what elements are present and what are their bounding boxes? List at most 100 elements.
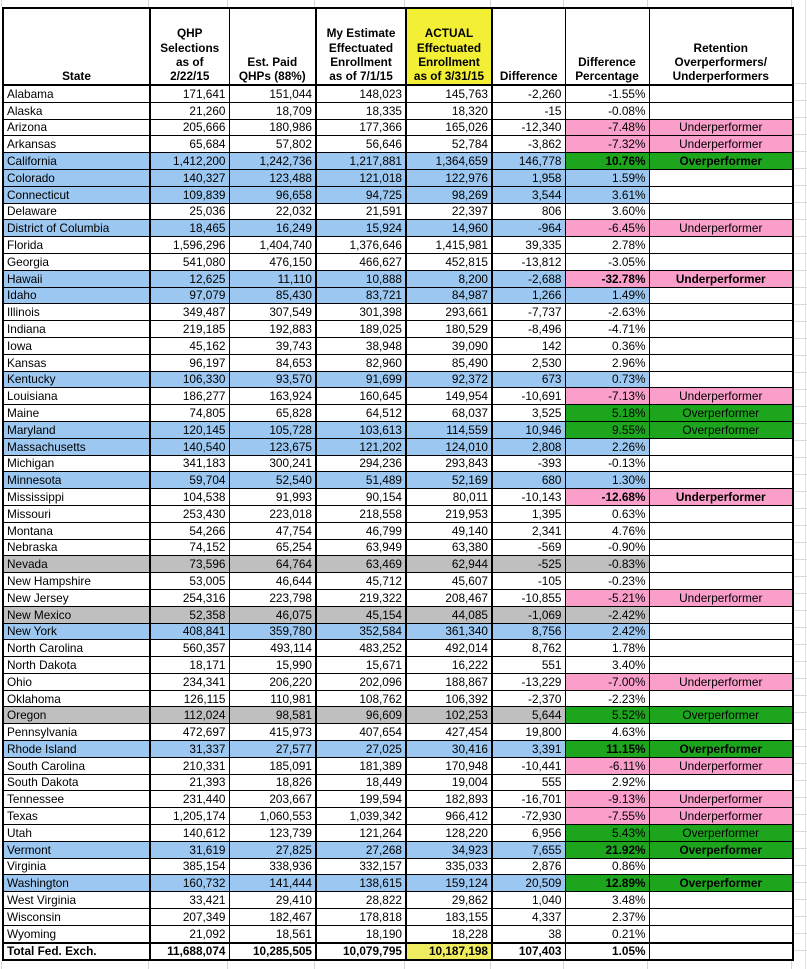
column-header-difference[interactable]: Difference	[491, 7, 566, 86]
cell-difference-pct[interactable]: 2.37%	[564, 908, 650, 926]
cell-state[interactable]: Arizona	[2, 118, 151, 137]
cell-est-paid[interactable]: 476,150	[228, 252, 317, 271]
cell-state[interactable]: Idaho	[2, 286, 151, 305]
cell-retention[interactable]	[648, 572, 794, 590]
cell-my-estimate[interactable]: 15,924	[315, 219, 407, 238]
cell-actual[interactable]: 335,033	[405, 857, 493, 876]
cell-retention[interactable]	[648, 286, 794, 305]
cell-difference-pct[interactable]: 3.61%	[564, 185, 650, 204]
cell-retention[interactable]	[648, 454, 794, 473]
cell-my-estimate[interactable]: 1,217,881	[315, 152, 407, 170]
cell-difference[interactable]: 3,391	[491, 740, 566, 758]
cell-retention[interactable]: Underperformer	[648, 807, 794, 826]
cell-actual[interactable]: 52,169	[405, 471, 493, 490]
cell-qhp-selections[interactable]: 74,152	[149, 538, 230, 557]
cell-retention[interactable]	[648, 437, 794, 456]
cell-difference-pct[interactable]: 2.92%	[564, 773, 650, 792]
cell-retention[interactable]	[648, 891, 794, 910]
cell-difference-pct[interactable]: -32.78%	[564, 269, 650, 288]
cell-state[interactable]: Massachusetts	[2, 437, 151, 456]
cell-actual[interactable]: 124,010	[405, 437, 493, 456]
cell-state[interactable]: Alabama	[2, 84, 151, 103]
cell-state[interactable]: Arkansas	[2, 135, 151, 154]
cell-est-paid[interactable]: 18,709	[228, 101, 317, 120]
cell-qhp-selections[interactable]: 109,839	[149, 185, 230, 204]
cell-actual[interactable]: 208,467	[405, 588, 493, 607]
cell-total-difference-pct[interactable]: 1.05%	[564, 941, 650, 961]
cell-qhp-selections[interactable]: 254,316	[149, 588, 230, 607]
cell-qhp-selections[interactable]: 349,487	[149, 303, 230, 322]
cell-difference[interactable]: -13,229	[491, 672, 566, 691]
cell-total-retention[interactable]	[648, 941, 794, 961]
cell-qhp-selections[interactable]: 234,341	[149, 672, 230, 691]
cell-difference[interactable]: -16,701	[491, 790, 566, 809]
cell-total-qhp-selections[interactable]: 11,688,074	[149, 941, 230, 961]
cell-actual[interactable]: 1,415,981	[405, 236, 493, 254]
cell-retention[interactable]	[648, 202, 794, 221]
cell-difference-pct[interactable]: 5.18%	[564, 404, 650, 422]
cell-difference-pct[interactable]: 10.76%	[564, 152, 650, 170]
cell-total-actual[interactable]: 10,187,198	[405, 941, 493, 961]
cell-est-paid[interactable]: 203,667	[228, 790, 317, 809]
cell-actual[interactable]: 966,412	[405, 807, 493, 826]
cell-actual[interactable]: 18,320	[405, 101, 493, 120]
cell-difference-pct[interactable]: 2.96%	[564, 353, 650, 372]
cell-my-estimate[interactable]: 121,264	[315, 824, 407, 842]
cell-qhp-selections[interactable]: 45,162	[149, 336, 230, 355]
cell-est-paid[interactable]: 47,754	[228, 521, 317, 540]
cell-my-estimate[interactable]: 181,389	[315, 756, 407, 775]
cell-difference[interactable]: 142	[491, 336, 566, 355]
cell-difference[interactable]: 4,337	[491, 908, 566, 926]
cell-actual[interactable]: 45,607	[405, 572, 493, 590]
cell-total-my-estimate[interactable]: 10,079,795	[315, 941, 407, 961]
cell-difference[interactable]: 1,958	[491, 168, 566, 187]
cell-qhp-selections[interactable]: 231,440	[149, 790, 230, 809]
cell-difference-pct[interactable]: -7.00%	[564, 672, 650, 691]
cell-retention[interactable]	[648, 303, 794, 322]
cell-retention[interactable]	[648, 336, 794, 355]
cell-est-paid[interactable]: 110,981	[228, 689, 317, 708]
cell-state[interactable]: North Carolina	[2, 639, 151, 658]
cell-my-estimate[interactable]: 46,799	[315, 521, 407, 540]
cell-qhp-selections[interactable]: 341,183	[149, 454, 230, 473]
cell-difference-pct[interactable]: 5.52%	[564, 706, 650, 725]
cell-difference[interactable]: 1,395	[491, 504, 566, 523]
cell-my-estimate[interactable]: 21,591	[315, 202, 407, 221]
cell-retention[interactable]	[648, 101, 794, 120]
cell-qhp-selections[interactable]: 31,337	[149, 740, 230, 758]
cell-retention[interactable]	[648, 320, 794, 338]
cell-est-paid[interactable]: 493,114	[228, 639, 317, 658]
cell-difference[interactable]: 7,655	[491, 840, 566, 859]
cell-difference[interactable]: -525	[491, 555, 566, 574]
cell-state[interactable]: Maryland	[2, 420, 151, 439]
cell-my-estimate[interactable]: 51,489	[315, 471, 407, 490]
cell-est-paid[interactable]: 98,581	[228, 706, 317, 725]
cell-state[interactable]: New Hampshire	[2, 572, 151, 590]
cell-state[interactable]: Illinois	[2, 303, 151, 322]
cell-retention[interactable]	[648, 84, 794, 103]
cell-difference[interactable]: 806	[491, 202, 566, 221]
cell-qhp-selections[interactable]: 74,805	[149, 404, 230, 422]
cell-difference[interactable]: 551	[491, 656, 566, 674]
cell-actual[interactable]: 122,976	[405, 168, 493, 187]
cell-retention[interactable]: Overperformer	[648, 824, 794, 842]
cell-est-paid[interactable]: 1,242,736	[228, 152, 317, 170]
cell-qhp-selections[interactable]: 207,349	[149, 908, 230, 926]
cell-my-estimate[interactable]: 466,627	[315, 252, 407, 271]
cell-my-estimate[interactable]: 27,025	[315, 740, 407, 758]
cell-my-estimate[interactable]: 138,615	[315, 874, 407, 893]
cell-difference-pct[interactable]: 0.36%	[564, 336, 650, 355]
cell-actual[interactable]: 128,220	[405, 824, 493, 842]
cell-difference[interactable]: 673	[491, 370, 566, 389]
cell-est-paid[interactable]: 93,570	[228, 370, 317, 389]
cell-my-estimate[interactable]: 96,609	[315, 706, 407, 725]
cell-actual[interactable]: 159,124	[405, 874, 493, 893]
cell-difference-pct[interactable]: 4.63%	[564, 723, 650, 742]
cell-est-paid[interactable]: 1,404,740	[228, 236, 317, 254]
cell-qhp-selections[interactable]: 21,393	[149, 773, 230, 792]
cell-difference-pct[interactable]: 3.40%	[564, 656, 650, 674]
cell-state[interactable]: Washington	[2, 874, 151, 893]
cell-difference[interactable]: 10,946	[491, 420, 566, 439]
cell-qhp-selections[interactable]: 408,841	[149, 622, 230, 641]
column-header-retention[interactable]: Retention Overperformers/ Underperformer…	[648, 7, 794, 86]
